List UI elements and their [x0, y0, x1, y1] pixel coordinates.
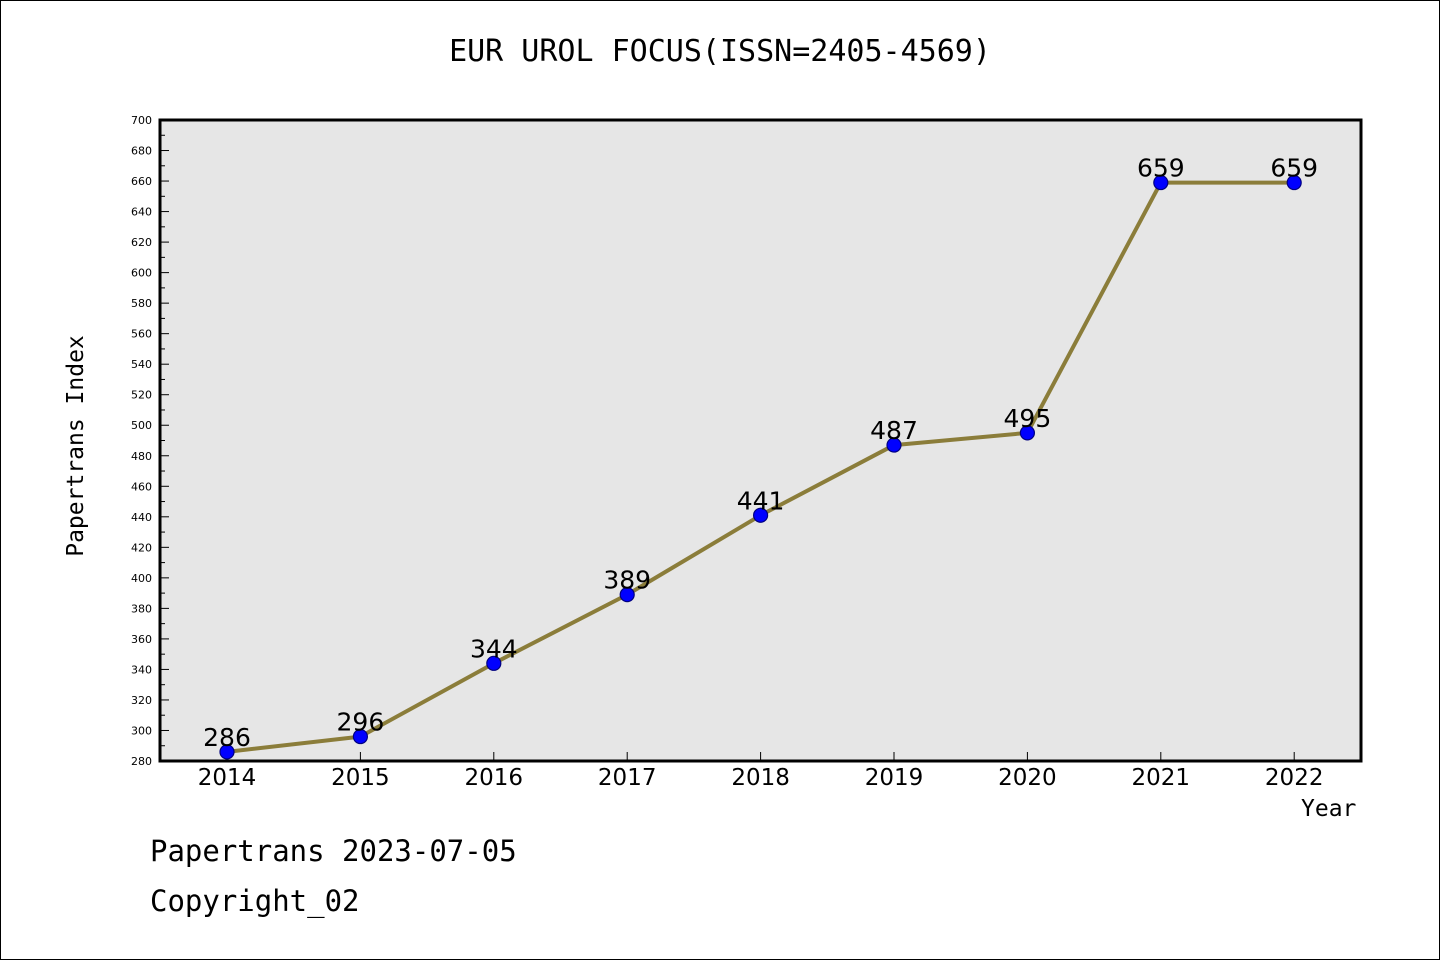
y-tick-label: 580: [131, 297, 152, 310]
data-point: [1286, 174, 1302, 191]
data-point: [352, 728, 368, 745]
footer-copyright: Copyright_02: [150, 884, 360, 918]
y-tick-label: 700: [131, 114, 152, 127]
x-tick-label: 2021: [1132, 765, 1191, 791]
data-points: [219, 174, 1302, 760]
x-tick-label: 2022: [1265, 765, 1324, 791]
x-tick-label: 2019: [865, 765, 924, 791]
plot-area: [160, 120, 1361, 761]
x-tick-label: 2015: [331, 765, 390, 791]
data-labels: 286 296 344 389 441 487 495 659 659: [203, 154, 1318, 752]
data-label: 659: [1137, 154, 1185, 183]
x-tick-label: 2016: [465, 765, 524, 791]
data-label: 389: [603, 566, 651, 595]
data-point: [886, 437, 902, 453]
data-label: 441: [737, 486, 785, 515]
y-tick-label: 280: [131, 755, 152, 768]
x-tick-label: 2017: [598, 765, 657, 791]
chart-title: EUR UROL FOCUS(ISSN=2405-4569): [449, 34, 991, 69]
y-tick-label: 500: [131, 419, 152, 432]
y-tick-label: 380: [131, 602, 152, 615]
data-label: 344: [470, 634, 518, 663]
y-tick-label: 620: [131, 236, 152, 249]
y-tick-label: 480: [131, 450, 152, 463]
plot-frame: [158, 118, 1363, 763]
x-axis-label: Year: [1301, 796, 1357, 822]
y-tick-label: 420: [131, 541, 152, 554]
x-tick-label: 2014: [198, 765, 257, 791]
data-label: 286: [203, 723, 251, 752]
y-tick-label: 300: [131, 724, 152, 737]
y-tick-label: 360: [131, 633, 152, 646]
y-tick-label: 540: [131, 358, 152, 371]
y-axis-ticks: 280 300 320 340 360 380 400 420 440 460 480 500 520 5…: [131, 114, 169, 768]
data-label: 659: [1270, 154, 1318, 183]
y-tick-label: 440: [131, 511, 152, 524]
x-axis-ticks: 2014 2015 2016 2017 2018 2019 2020 2021 2022: [198, 752, 1324, 791]
y-tick-label: 460: [131, 480, 152, 493]
data-label: 296: [337, 708, 385, 737]
y-tick-label: 340: [131, 663, 152, 676]
y-tick-label: 600: [131, 267, 152, 280]
y-tick-label: 660: [131, 175, 152, 188]
data-point: [1153, 174, 1169, 191]
data-point: [486, 655, 502, 671]
data-point: [1019, 425, 1036, 441]
data-point: [219, 744, 235, 760]
data-point: [619, 587, 635, 603]
footer-date: Papertrans 2023-07-05: [150, 834, 517, 868]
data-label: 495: [1004, 404, 1052, 433]
y-tick-label: 520: [131, 389, 152, 402]
y-tick-label: 680: [131, 145, 152, 158]
y-tick-label: 640: [131, 206, 152, 219]
y-tick-label: 400: [131, 572, 152, 585]
x-tick-label: 2020: [998, 765, 1057, 791]
y-tick-label: 320: [131, 694, 152, 707]
x-tick-label: 2018: [731, 765, 790, 791]
data-label: 487: [870, 416, 918, 445]
y-tick-label: 560: [131, 328, 152, 341]
data-point: [752, 507, 769, 523]
